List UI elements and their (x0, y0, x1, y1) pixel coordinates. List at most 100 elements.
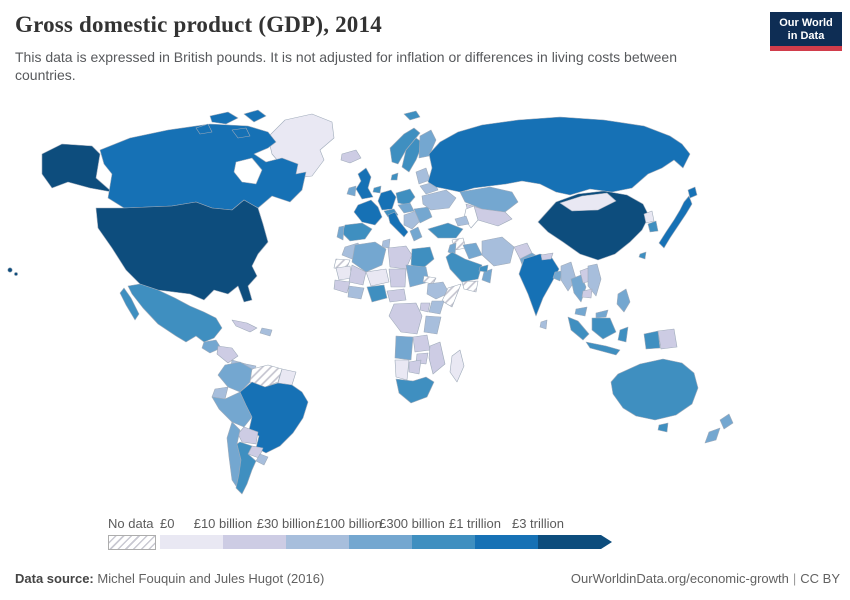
country-senegal-guinea[interactable] (333, 279, 351, 294)
legend-bin-2[interactable] (286, 535, 349, 549)
country-france[interactable] (353, 199, 383, 226)
country-nepal[interactable] (540, 252, 554, 261)
country-balkans[interactable] (403, 210, 421, 230)
country-china[interactable] (537, 190, 650, 261)
country-portugal[interactable] (336, 225, 345, 241)
country-zambia[interactable] (412, 334, 431, 353)
country-taiwan[interactable] (638, 251, 647, 260)
country-south-korea[interactable] (647, 220, 659, 233)
country-papua-new-guinea[interactable] (657, 328, 678, 350)
country-malaysia[interactable] (574, 306, 588, 317)
country-indonesia-sulawesi[interactable] (617, 326, 629, 343)
country-germany[interactable] (377, 189, 397, 211)
license-link[interactable]: CC BY (800, 571, 840, 586)
country-vietnam[interactable] (587, 263, 602, 297)
country-cambodia[interactable] (581, 288, 593, 299)
country-mali[interactable] (348, 264, 367, 286)
country-australia-tasmania[interactable] (657, 422, 669, 433)
country-saudi-arabia[interactable] (445, 251, 483, 283)
legend-bin-0[interactable] (160, 535, 223, 549)
country-new-zealand-north[interactable] (719, 413, 734, 430)
country-spain[interactable] (341, 222, 373, 242)
country-mozambique[interactable] (428, 341, 446, 375)
country-japan-hokkaido[interactable] (687, 186, 698, 199)
country-caucasus[interactable] (454, 215, 470, 227)
country-united-states-hawaii[interactable] (14, 272, 18, 276)
country-yemen[interactable] (461, 280, 479, 293)
country-czechia-hungary[interactable] (397, 202, 415, 214)
legend-no-data-swatch[interactable] (108, 535, 156, 550)
country-indonesia-papua[interactable] (643, 330, 661, 350)
country-ghana-ivory-coast[interactable] (347, 285, 365, 300)
country-mongolia[interactable] (559, 192, 617, 212)
country-iraq[interactable] (462, 242, 483, 260)
country-argentina[interactable] (235, 441, 257, 495)
country-cameroon-car[interactable] (386, 288, 407, 303)
country-uruguay[interactable] (255, 453, 269, 466)
country-canada-arctic-island[interactable] (209, 111, 239, 125)
country-kenya[interactable] (428, 300, 445, 315)
country-poland[interactable] (395, 188, 416, 206)
country-india[interactable] (518, 253, 560, 317)
country-egypt[interactable] (410, 246, 435, 270)
country-indonesia-java[interactable] (585, 341, 621, 356)
country-canada-arctic-island[interactable] (243, 109, 267, 123)
country-malaysia-borneo[interactable] (595, 309, 609, 319)
country-greece[interactable] (409, 226, 423, 242)
country-brazil[interactable] (239, 381, 309, 454)
country-denmark[interactable] (390, 172, 399, 181)
country-mexico-baja[interactable] (119, 287, 140, 321)
country-japan[interactable] (658, 195, 693, 249)
country-canada-arctic-island[interactable] (231, 127, 251, 139)
country-indonesia-kalimantan[interactable] (591, 317, 617, 340)
country-bangladesh[interactable] (552, 270, 563, 282)
country-tunisia[interactable] (381, 238, 391, 249)
country-canada-arctic-island[interactable] (195, 123, 213, 135)
country-turkey[interactable] (427, 222, 464, 239)
country-ireland[interactable] (346, 185, 357, 197)
country-cuba[interactable] (231, 319, 258, 333)
legend-bin-5[interactable] (475, 535, 538, 549)
country-iran[interactable] (481, 236, 515, 267)
country-netherlands[interactable] (372, 185, 382, 194)
country-libya[interactable] (387, 245, 413, 270)
country-namibia[interactable] (394, 359, 410, 381)
country-chad[interactable] (388, 268, 407, 288)
country-south-africa[interactable] (395, 376, 435, 404)
country-new-zealand-south[interactable] (704, 427, 721, 444)
country-madagascar[interactable] (449, 349, 465, 383)
country-algeria[interactable] (351, 241, 387, 273)
country-united-arab-emirates[interactable] (478, 264, 489, 273)
legend-bin-3[interactable] (349, 535, 412, 549)
legend-bin-4[interactable] (412, 535, 475, 549)
country-niger[interactable] (365, 268, 390, 287)
country-philippines[interactable] (616, 288, 631, 313)
country-sri-lanka[interactable] (539, 319, 548, 330)
country-somalia[interactable] (441, 283, 462, 308)
owid-logo[interactable]: Our World in Data (770, 12, 842, 52)
country-united-states[interactable] (95, 199, 269, 303)
legend-bin-6[interactable] (538, 535, 601, 549)
country-indonesia-sumatra[interactable] (567, 316, 590, 341)
country-finland[interactable] (418, 129, 437, 159)
country-botswana[interactable] (408, 359, 422, 375)
country-svalbard[interactable] (403, 110, 421, 121)
country-honduras-nicaragua[interactable] (216, 345, 239, 364)
country-ukraine[interactable] (421, 189, 457, 211)
country-united-states-hawaii[interactable] (7, 267, 13, 273)
country-iceland[interactable] (340, 149, 362, 164)
country-australia[interactable] (610, 358, 699, 421)
country-ethiopia[interactable] (426, 281, 450, 300)
country-mexico[interactable] (127, 283, 223, 343)
owid-url-link[interactable]: OurWorldinData.org/economic-growth (570, 571, 789, 586)
country-tanzania[interactable] (423, 315, 442, 335)
country-romania-bulgaria[interactable] (413, 206, 433, 224)
legend-bin-1[interactable] (223, 535, 286, 549)
country-nigeria[interactable] (366, 284, 388, 303)
country-dr-congo[interactable] (388, 302, 423, 335)
country-united-kingdom[interactable] (355, 167, 374, 200)
country-italy[interactable] (387, 211, 409, 238)
country-uganda[interactable] (419, 302, 431, 313)
country-russia[interactable] (427, 116, 691, 196)
country-oman[interactable] (481, 268, 493, 284)
